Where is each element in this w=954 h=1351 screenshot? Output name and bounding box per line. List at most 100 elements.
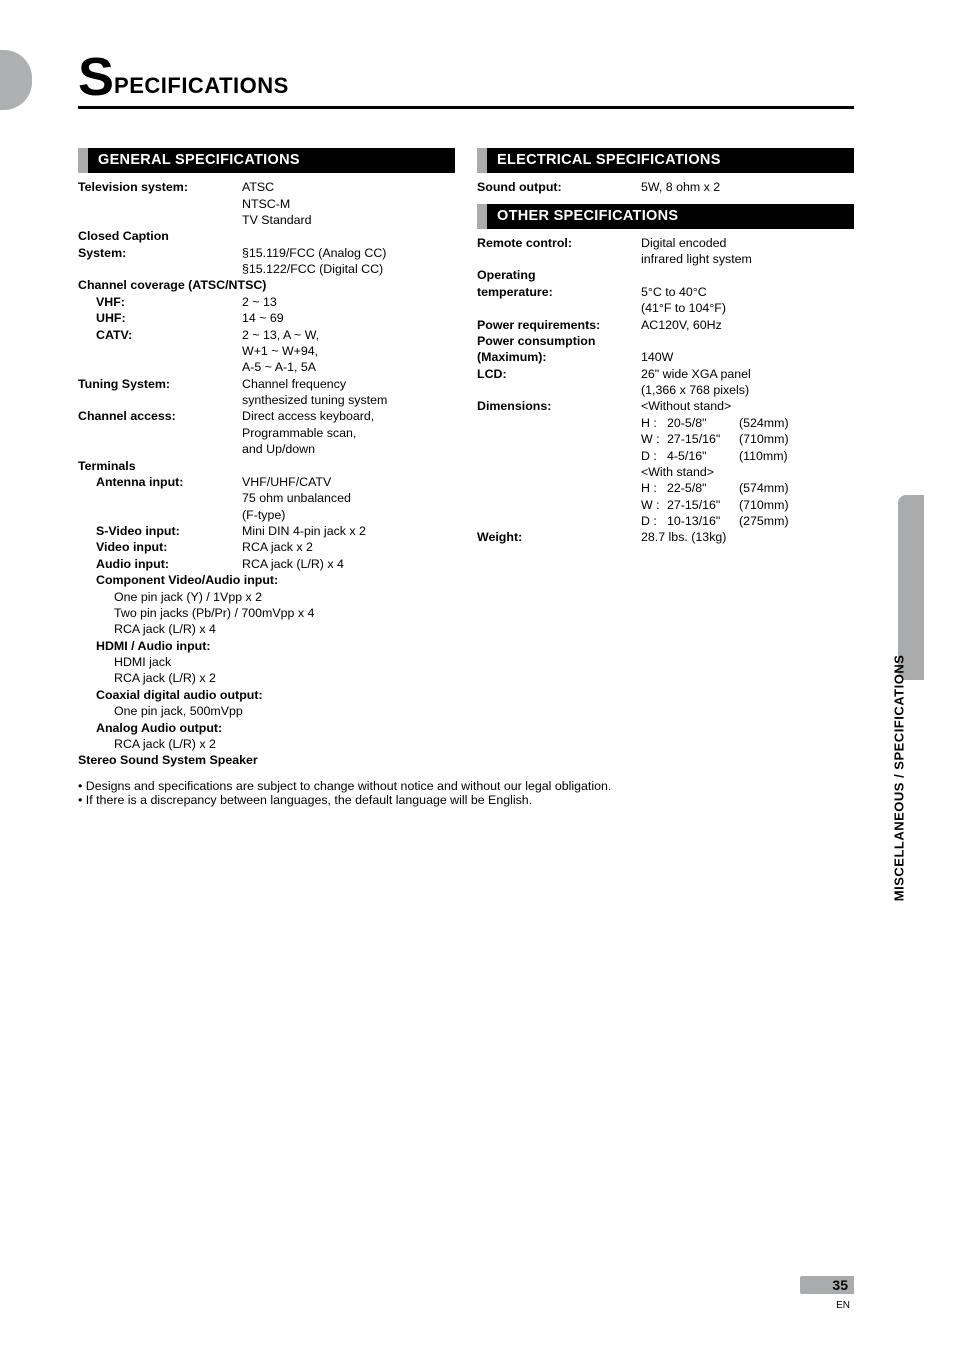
section-general: GENERAL SPECIFICATIONS [78, 148, 455, 173]
dim-w-h-i: 22-5/8" [667, 480, 737, 496]
terminals-label: Terminals [78, 458, 238, 474]
audio-label: Audio input: [78, 556, 238, 572]
dim-wo-d-l: D : [641, 448, 665, 464]
pcon-v: 140W [637, 349, 854, 365]
tuning-label: Tuning System: [78, 376, 238, 392]
columns: GENERAL SPECIFICATIONS Television system… [78, 148, 854, 769]
page: SPECIFICATIONS GENERAL SPECIFICATIONS Te… [0, 0, 954, 847]
catv-v1: 2 ~ 13, A ~ W, [238, 327, 455, 343]
dim-w: <With stand> [637, 464, 854, 480]
ant-v3: (F-type) [238, 507, 455, 523]
sound-label: Sound output: [477, 179, 637, 195]
bullet-1: • Designs and specifications are subject… [78, 779, 854, 793]
weight-v: 28.7 lbs. (13kg) [637, 529, 854, 545]
bullet-2: • If there is a discrepancy between lang… [78, 793, 854, 807]
preq-v: AC120V, 60Hz [637, 317, 854, 333]
svideo-label: S-Video input: [78, 523, 238, 539]
remote-label: Remote control: [477, 235, 637, 251]
preq-label: Power requirements: [477, 317, 637, 333]
page-number-tab: 35 [800, 1276, 854, 1294]
dim-with-grid: H :22-5/8"(574mm) W :27-15/16"(710mm) D … [641, 480, 854, 529]
dim-wo-h-m: (524mm) [739, 415, 809, 431]
dim-w-d-l: D : [641, 513, 665, 529]
dim-without-grid: H :20-5/8"(524mm) W :27-15/16"(710mm) D … [641, 415, 854, 464]
cc-label2: System: [78, 245, 238, 261]
optemp-label2: temperature: [477, 284, 637, 300]
coax-label: Coaxial digital audio output: [78, 687, 263, 703]
tvsystem-v3: TV Standard [238, 212, 455, 228]
right-column: ELECTRICAL SPECIFICATIONS Sound output:5… [477, 148, 854, 769]
tvsystem-v2: NTSC-M [238, 196, 455, 212]
lcd-v2: (1,366 x 768 pixels) [637, 382, 854, 398]
side-section-label: MISCELLANEOUS / SPECIFICATIONS [892, 408, 907, 655]
dim-wo-h-i: 20-5/8" [667, 415, 737, 431]
coax-l1: One pin jack, 500mVpp [78, 703, 455, 719]
vhf-label: VHF: [78, 294, 238, 310]
section-other: OTHER SPECIFICATIONS [477, 204, 854, 229]
chcov-label: Channel coverage (ATSC/NTSC) [78, 277, 266, 293]
corner-tab-decoration [0, 50, 32, 110]
dim-wo-w-i: 27-15/16" [667, 431, 737, 447]
pcon-label1: Power consumption [477, 333, 637, 349]
video-label: Video input: [78, 539, 238, 555]
title-underline [78, 106, 854, 109]
ant-v2: 75 ohm unbalanced [238, 490, 455, 506]
catv-label: CATV: [78, 327, 238, 343]
catv-v3: A-5 ~ A-1, 5A [238, 359, 455, 375]
footnotes: • Designs and specifications are subject… [78, 779, 854, 807]
section-electrical: ELECTRICAL SPECIFICATIONS [477, 148, 854, 173]
remote-v1: Digital encoded [637, 235, 854, 251]
chaccess-v2: Programmable scan, [238, 425, 455, 441]
left-column: GENERAL SPECIFICATIONS Television system… [78, 148, 455, 769]
dim-w-h-m: (574mm) [739, 480, 809, 496]
dim-w-w-l: W : [641, 497, 665, 513]
svideo-v: Mini DIN 4-pin jack x 2 [238, 523, 455, 539]
dim-w-d-m: (275mm) [739, 513, 809, 529]
title-initial: S [78, 50, 114, 104]
cc-v2: §15.122/FCC (Digital CC) [238, 261, 455, 277]
weight-label: Weight: [477, 529, 637, 545]
cc-label1: Closed Caption [78, 228, 238, 244]
page-lang: EN [800, 1300, 854, 1311]
optemp-v2: (41°F to 104°F) [637, 300, 854, 316]
dim-wo-w-m: (710mm) [739, 431, 809, 447]
pcon-label2: (Maximum): [477, 349, 637, 365]
dim-w-w-i: 27-15/16" [667, 497, 737, 513]
comp-l3: RCA jack (L/R) x 4 [78, 621, 455, 637]
remote-v2: infrared light system [637, 251, 854, 267]
sound-v: 5W, 8 ohm x 2 [637, 179, 854, 195]
dim-wo-h-l: H : [641, 415, 665, 431]
catv-v2: W+1 ~ W+94, [238, 343, 455, 359]
title-block: SPECIFICATIONS [78, 50, 854, 130]
tvsystem-v1: ATSC [238, 179, 455, 195]
stereo-label: Stereo Sound System Speaker [78, 752, 258, 768]
optemp-label1: Operating [477, 267, 637, 283]
analog-label: Analog Audio output: [78, 720, 222, 736]
dim-wo-d-m: (110mm) [739, 448, 809, 464]
hdmi-l1: HDMI jack [78, 654, 455, 670]
vhf-v: 2 ~ 13 [238, 294, 455, 310]
lcd-label: LCD: [477, 366, 637, 382]
dim-wo-d-i: 4-5/16" [667, 448, 737, 464]
comp-l2: Two pin jacks (Pb/Pr) / 700mVpp x 4 [78, 605, 455, 621]
video-v: RCA jack x 2 [238, 539, 455, 555]
lcd-v1: 26" wide XGA panel [637, 366, 854, 382]
analog-l1: RCA jack (L/R) x 2 [78, 736, 455, 752]
audio-v: RCA jack (L/R) x 4 [238, 556, 455, 572]
dim-label: Dimensions: [477, 398, 637, 414]
page-number: 35 [832, 1277, 848, 1293]
uhf-v: 14 ~ 69 [238, 310, 455, 326]
dim-wo: <Without stand> [637, 398, 854, 414]
chaccess-v1: Direct access keyboard, [238, 408, 455, 424]
dim-w-h-l: H : [641, 480, 665, 496]
optemp-v1: 5°C to 40°C [637, 284, 854, 300]
tuning-v1: Channel frequency [238, 376, 455, 392]
hdmi-label: HDMI / Audio input: [78, 638, 210, 654]
comp-label: Component Video/Audio input: [78, 572, 278, 588]
dim-w-w-m: (710mm) [739, 497, 809, 513]
page-footer: 35 EN [800, 1276, 854, 1311]
chaccess-label: Channel access: [78, 408, 238, 424]
chaccess-v3: and Up/down [238, 441, 455, 457]
tvsystem-label: Television system: [78, 179, 238, 195]
cc-v1: §15.119/FCC (Analog CC) [238, 245, 455, 261]
